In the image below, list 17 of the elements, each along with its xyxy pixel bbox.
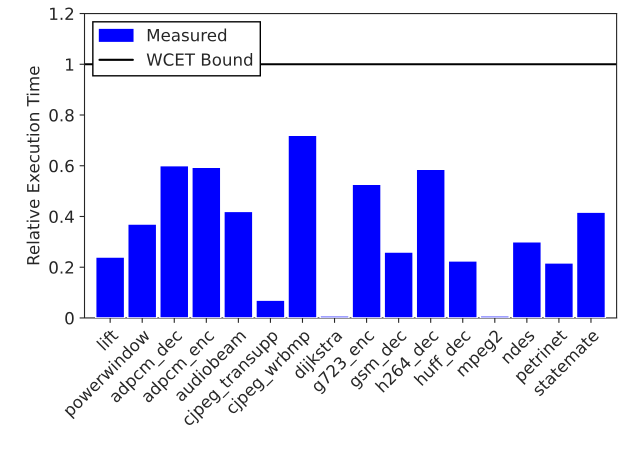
y-axis-title: Relative Execution Time (26, 66, 40, 264)
bar (255, 300, 286, 318)
bar (223, 210, 254, 318)
ref-line-label: WCET Bound (146, 52, 252, 66)
y-tick-label: 1.2 (50, 7, 74, 20)
bar (287, 134, 318, 318)
bar (576, 211, 606, 318)
y-tick-label: 0 (65, 312, 74, 325)
y-tick-label: 0.4 (49, 210, 74, 224)
bar (351, 184, 382, 318)
y-tick-label: 1 (66, 58, 74, 71)
bar (319, 315, 350, 318)
bar (544, 262, 574, 318)
y-tick-label: 0.8 (49, 108, 74, 122)
legend-label: Measured (148, 28, 226, 42)
y-tick-label: 0.6 (49, 160, 74, 172)
y-tick-label: 0.2 (49, 261, 74, 274)
